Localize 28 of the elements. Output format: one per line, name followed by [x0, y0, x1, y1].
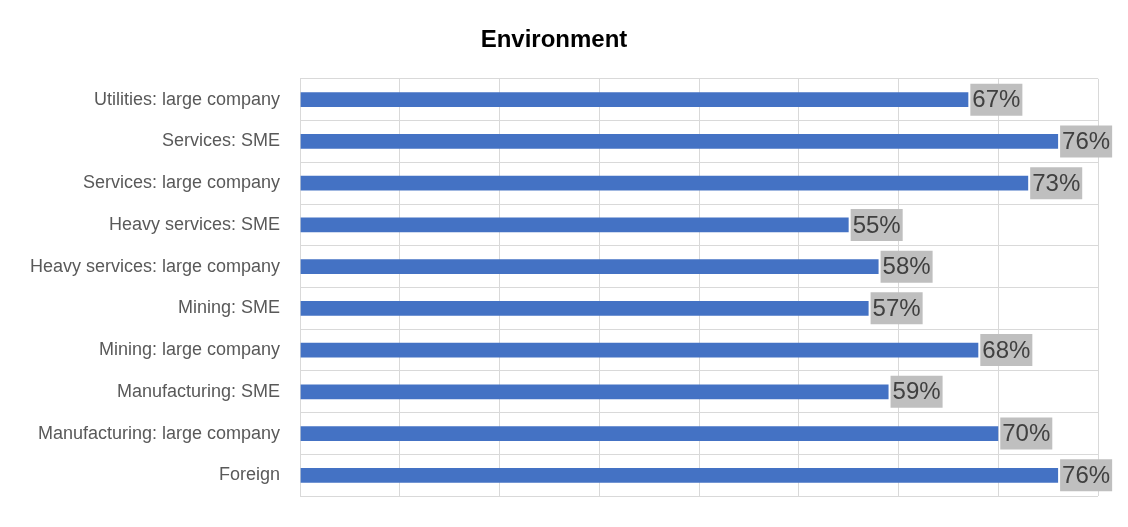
y-tick-label: Foreign: [219, 464, 281, 485]
y-tick-label: Mining: SME: [178, 297, 281, 318]
y-tick-label: Services: SME: [162, 130, 281, 151]
data-label: 73%: [1032, 168, 1081, 196]
data-label: 68%: [982, 335, 1031, 363]
bar: [300, 426, 999, 441]
y-tick-label: Heavy services: large company: [29, 255, 281, 276]
data-label: 70%: [1002, 419, 1051, 447]
y-tick-label: Manufacturing: SME: [117, 380, 281, 401]
data-label: 58%: [882, 252, 931, 280]
y-tick-label: Mining: large company: [99, 339, 281, 360]
data-label: 57%: [872, 293, 921, 321]
bar: [300, 342, 979, 358]
data-label: 55%: [852, 210, 901, 238]
y-tick-label: Heavy services: SME: [109, 213, 281, 234]
data-label: 76%: [1062, 460, 1111, 488]
bar: [300, 217, 849, 233]
y-tick-label: Services: large company: [83, 172, 281, 193]
y-tick-label: Manufacturing: large company: [37, 422, 281, 443]
data-label: 67%: [972, 85, 1021, 113]
data-label: 59%: [892, 377, 941, 405]
y-tick-label: Utilities: large company: [94, 88, 281, 109]
bar: [300, 384, 889, 400]
chart-title: Environment: [480, 25, 628, 53]
bar: [300, 134, 1059, 149]
bar: [300, 259, 879, 274]
data-label: 76%: [1062, 127, 1111, 155]
bar: [300, 92, 969, 107]
